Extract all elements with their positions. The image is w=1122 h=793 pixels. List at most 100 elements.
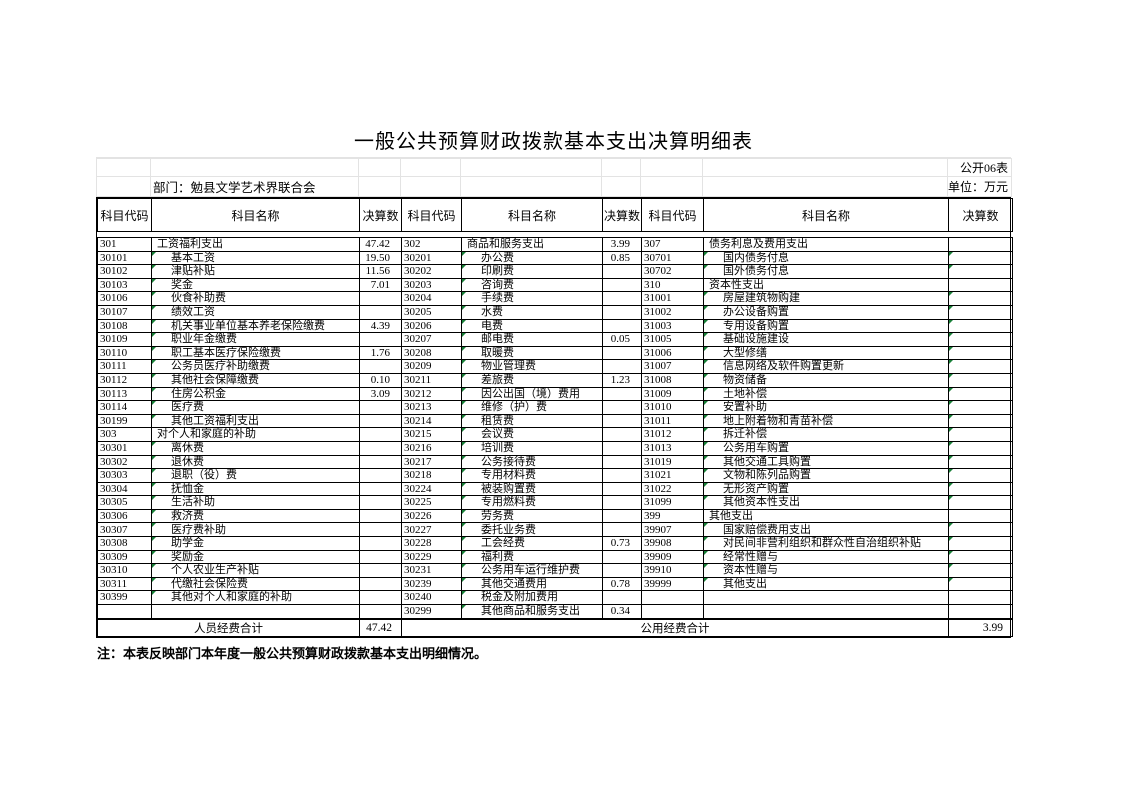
cell-subject-name: 救济费 (151, 508, 360, 524)
cell-final-amount (948, 318, 1013, 334)
cell-final-amount (602, 440, 642, 456)
cell-final-amount (602, 264, 642, 279)
column-header-subject-code: 科目代码 (401, 198, 462, 232)
cell-subject-name: 其他工资福利支出 (151, 413, 360, 429)
cell-subject-code: 30107 (97, 304, 152, 320)
cell-subject-name: 职工基本医疗保险缴费 (151, 345, 360, 361)
cell-subject-name: 咨询费 (461, 277, 603, 293)
cell-subject-name: 工资福利支出 (151, 237, 360, 252)
cell-final-amount (602, 345, 642, 361)
cell-final-amount (602, 454, 642, 470)
unit-label: 单位：万元 (947, 176, 1012, 197)
cell-final-amount (948, 440, 1013, 456)
cell-final-amount (359, 576, 402, 592)
cell-subject-name: 办公设备购置 (703, 304, 949, 320)
cell-subject-code: 30309 (97, 549, 152, 565)
cell-subject-code (97, 604, 152, 619)
cell-final-amount (602, 400, 642, 415)
cell-subject-name: 福利费 (461, 549, 603, 565)
cell-subject-name: 其他社会保障缴费 (151, 372, 360, 388)
cell-final-amount (359, 332, 402, 347)
empty-cell (640, 158, 703, 177)
cell-subject-code: 30306 (97, 508, 152, 524)
cell-subject-code: 30205 (401, 304, 462, 320)
cell-subject-code: 31001 (641, 291, 704, 306)
table-row: 30111 公务员医疗补助缴费 30209 物业管理费 31007 信息网络及软件购置更新 (97, 359, 1013, 374)
table-row: 30302 退休费 30217 公务接待费 31019 其他交通工具购置 (97, 454, 1013, 470)
cell-final-amount (948, 264, 1013, 279)
table-row: 30101 基本工资 19.50 30201 办公费 0.85 30701 国内债务付息 (97, 250, 1013, 266)
cell-subject-code: 30214 (401, 413, 462, 429)
cell-subject-code: 30305 (97, 495, 152, 510)
cell-final-amount (359, 400, 402, 415)
cell-final-amount (948, 332, 1013, 347)
cell-final-amount (948, 304, 1013, 320)
cell-subject-name: 代缴社会保险费 (151, 576, 360, 592)
cell-final-amount (359, 522, 402, 538)
cell-subject-name: 拆迁补偿 (703, 427, 949, 442)
cell-subject-name: 基本工资 (151, 250, 360, 266)
cell-subject-name: 对民间非营利组织和群众性自治组织补贴 (703, 536, 949, 551)
cell-subject-name: 水费 (461, 304, 603, 320)
cell-final-amount (359, 304, 402, 320)
cell-subject-name: 房屋建筑物购建 (703, 291, 949, 306)
cell-subject-code: 31013 (641, 440, 704, 456)
cell-subject-code: 30227 (401, 522, 462, 538)
cell-subject-code: 39910 (641, 563, 704, 578)
cell-subject-name: 生活补助 (151, 495, 360, 510)
cell-subject-name: 工会经费 (461, 536, 603, 551)
cell-subject-name: 对个人和家庭的补助 (151, 427, 360, 442)
cell-subject-code: 310 (641, 277, 704, 293)
cell-subject-code: 31008 (641, 372, 704, 388)
cell-final-amount (948, 400, 1013, 415)
cell-subject-code: 399 (641, 508, 704, 524)
pre-header-grid: 公开06表 部门：勉县文学艺术界联合会 单位：万元 (96, 158, 1012, 197)
cell-subject-name: 资本性赠与 (703, 563, 949, 578)
cell-subject-name: 培训费 (461, 440, 603, 456)
cell-subject-name: 专用设备购置 (703, 318, 949, 334)
page-title: 一般公共预算财政拨款基本支出决算明细表 (96, 127, 1011, 158)
cell-subject-name (151, 604, 360, 619)
cell-subject-code: 30310 (97, 563, 152, 578)
empty-cell (358, 158, 401, 177)
cell-subject-name: 津贴补贴 (151, 264, 360, 279)
cell-subject-code: 39907 (641, 522, 704, 538)
cell-subject-code: 30199 (97, 413, 152, 429)
column-header-final-amount: 决算数 (359, 198, 402, 232)
cell-final-amount (359, 427, 402, 442)
cell-subject-name: 经常性赠与 (703, 549, 949, 565)
totals-row: 人员经费合计 47.42 公用经费合计 3.99 (97, 618, 1013, 637)
cell-final-amount (359, 549, 402, 565)
cell-subject-code: 31021 (641, 468, 704, 483)
cell-final-amount (359, 604, 402, 619)
cell-subject-code: 30201 (401, 250, 462, 266)
cell-subject-code: 30239 (401, 576, 462, 592)
cell-subject-name: 奖励金 (151, 549, 360, 565)
cell-final-amount (602, 468, 642, 483)
cell-subject-name: 基础设施建设 (703, 332, 949, 347)
cell-final-amount (948, 481, 1013, 497)
table-row: 30103 奖金 7.01 30203 咨询费 310 资本性支出 (97, 277, 1013, 293)
cell-subject-name: 印刷费 (461, 264, 603, 279)
cell-final-amount: 47.42 (359, 237, 402, 252)
cell-subject-name: 助学金 (151, 536, 360, 551)
cell-subject-code: 30111 (97, 359, 152, 374)
cell-subject-code: 30209 (401, 359, 462, 374)
cell-subject-name: 劳务费 (461, 508, 603, 524)
empty-cell (601, 158, 641, 177)
cell-subject-name: 物资储备 (703, 372, 949, 388)
cell-final-amount: 3.99 (602, 237, 642, 252)
cell-final-amount (602, 495, 642, 510)
cell-subject-name (703, 590, 949, 606)
cell-final-amount (948, 576, 1013, 592)
cell-subject-name: 国内债务付息 (703, 250, 949, 266)
cell-subject-code: 30301 (97, 440, 152, 456)
cell-subject-name: 住房公积金 (151, 386, 360, 402)
cell-final-amount (948, 413, 1013, 429)
cell-subject-name: 电费 (461, 318, 603, 334)
table-row: 30113 住房公积金 3.09 30212 因公出国（境）费用 31009 土地补偿 (97, 386, 1013, 402)
cell-final-amount (948, 522, 1013, 538)
cell-subject-code: 30110 (97, 345, 152, 361)
table-row: 30112 其他社会保障缴费 0.10 30211 差旅费 1.23 31008 物资储备 (97, 372, 1013, 388)
